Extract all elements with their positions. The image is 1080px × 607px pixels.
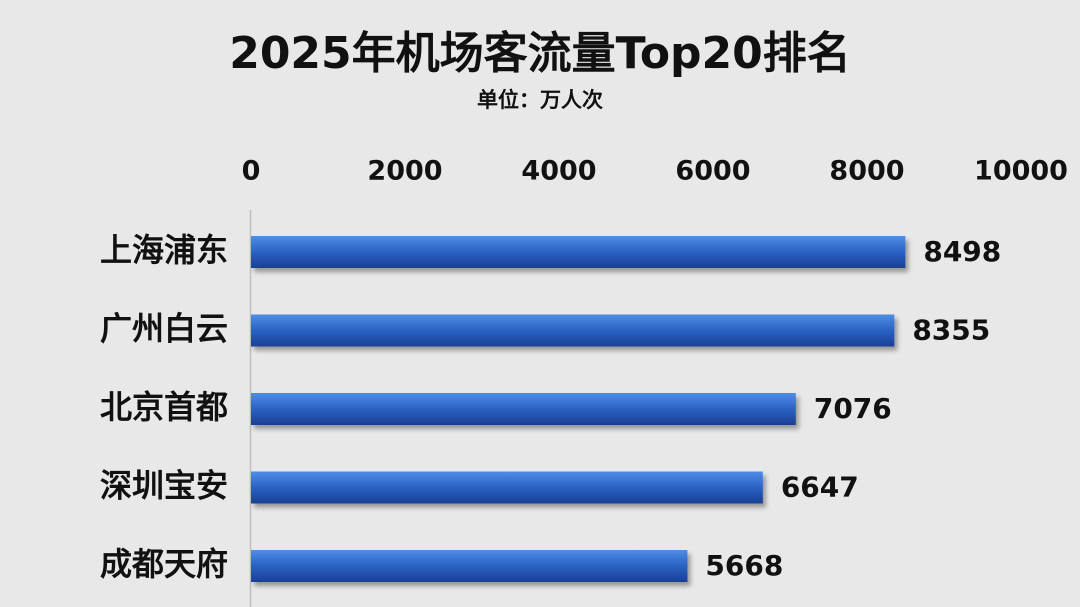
value-label: 7076 bbox=[814, 392, 892, 425]
bar bbox=[251, 314, 895, 347]
y-tick-label: 深圳宝安 bbox=[100, 467, 228, 505]
x-tick-label: 0 bbox=[242, 156, 261, 187]
x-tick-label: 10000 bbox=[974, 156, 1068, 187]
value-label: 8355 bbox=[912, 314, 990, 347]
y-tick-label: 北京首都 bbox=[100, 388, 228, 426]
value-label: 6647 bbox=[781, 471, 859, 504]
x-tick-label: 8000 bbox=[829, 156, 904, 187]
x-tick-label: 2000 bbox=[367, 156, 442, 187]
value-label: 8498 bbox=[923, 235, 1001, 268]
value-label: 5668 bbox=[705, 549, 783, 582]
y-tick-label: 广州白云 bbox=[100, 310, 228, 348]
bar bbox=[251, 236, 906, 268]
y-tick-label: 成都天府 bbox=[100, 545, 228, 583]
x-tick-label: 4000 bbox=[521, 156, 596, 187]
y-tick-label: 上海浦东 bbox=[100, 231, 228, 269]
chart-title: 2025年机场客流量Top20排名 bbox=[229, 28, 851, 79]
bar bbox=[251, 471, 763, 504]
x-tick-label: 6000 bbox=[675, 156, 750, 187]
bar bbox=[251, 393, 796, 425]
chart-subtitle: 单位：万人次 bbox=[477, 88, 603, 112]
bar bbox=[251, 550, 688, 582]
